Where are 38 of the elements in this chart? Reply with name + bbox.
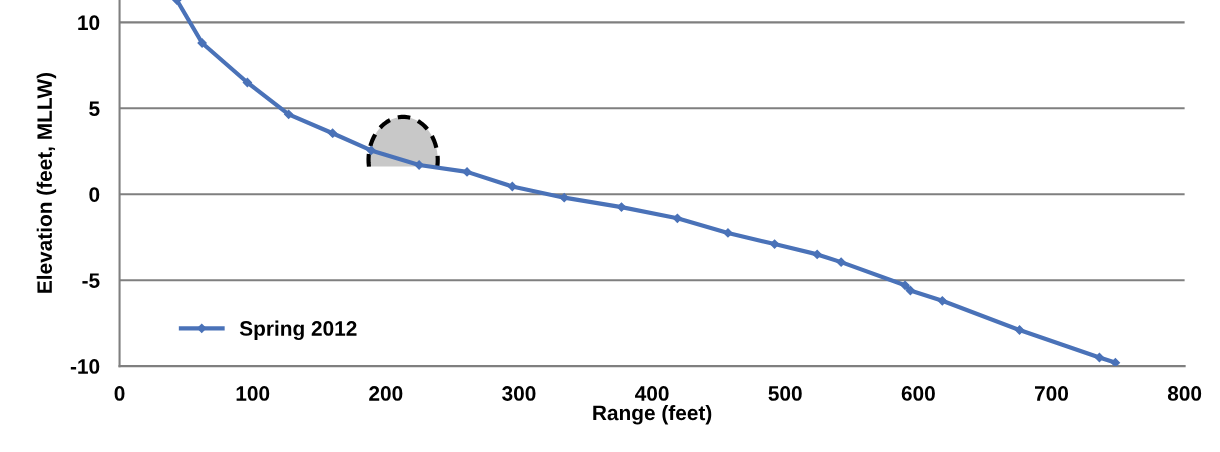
point [937, 296, 947, 306]
x-tick-label: 700 [1035, 386, 1069, 401]
x-tick-label: 800 [1167, 386, 1202, 401]
x-tick-label: 100 [236, 386, 270, 401]
point [242, 77, 252, 88]
y-tick-label: 0 [89, 187, 100, 202]
point [559, 193, 569, 203]
point [507, 181, 517, 192]
x-tick-label: 200 [369, 386, 403, 401]
y-tick-label: 5 [89, 101, 100, 117]
point [900, 280, 910, 290]
legend-label: Spring 2012 [239, 320, 357, 341]
y-tick-label: -10 [70, 359, 100, 374]
point [616, 202, 627, 212]
x-axis-title: Range (feet) [593, 404, 712, 425]
point [1110, 358, 1121, 367]
point [327, 128, 338, 138]
point [462, 167, 472, 177]
point [414, 160, 424, 170]
x-tick-label: 0 [114, 386, 125, 401]
point [905, 285, 915, 296]
point [769, 239, 780, 249]
point [723, 228, 733, 238]
point [366, 145, 376, 156]
point [1094, 352, 1105, 363]
y-tick-label: 10 [78, 15, 100, 31]
x-tick-label: 600 [901, 386, 935, 401]
point [284, 109, 294, 119]
x-tick-label: 500 [768, 386, 802, 401]
point [836, 257, 846, 267]
point [1014, 325, 1025, 335]
y-axis-title: Elevation (feet, MLLW) [36, 72, 57, 293]
y-tick-label: -5 [82, 273, 100, 288]
x-tick-label: 300 [502, 386, 536, 401]
x-tick-label: 400 [635, 386, 669, 401]
point [812, 249, 822, 260]
point [197, 38, 207, 48]
point [672, 213, 683, 223]
